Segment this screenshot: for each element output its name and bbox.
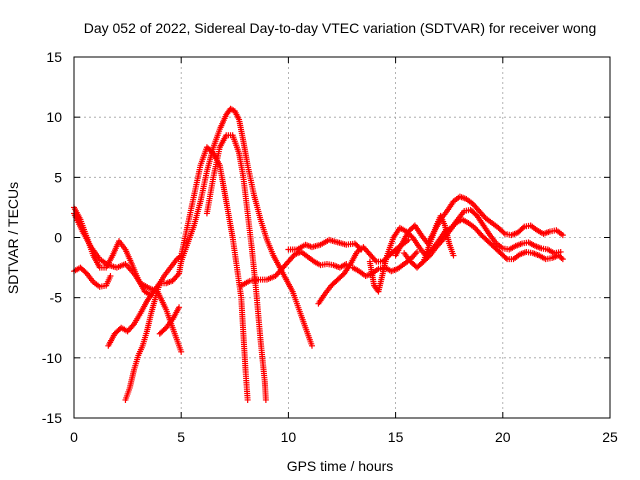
x-tick-label: 15 — [388, 429, 404, 445]
data-point — [176, 304, 183, 311]
data-point — [244, 396, 251, 403]
data-point — [559, 256, 566, 263]
x-tick-label: 0 — [70, 429, 78, 445]
series-arc-2 — [71, 264, 114, 290]
x-tick-label: 10 — [281, 429, 297, 445]
x-axis-label: GPS time / hours — [287, 458, 394, 474]
x-tick-label: 20 — [495, 429, 511, 445]
data-point — [502, 254, 509, 261]
data-point — [519, 224, 526, 231]
series-arc-11 — [285, 236, 365, 253]
y-tick-label: -10 — [42, 350, 62, 366]
chart-title: Day 052 of 2022, Sidereal Day-to-day VTE… — [84, 20, 597, 36]
y-axis-label: SDTVAR / TECUs — [5, 182, 21, 294]
x-tick-label: 5 — [177, 429, 185, 445]
series-arc-9 — [203, 132, 269, 403]
data-point — [559, 232, 566, 239]
data-point — [107, 273, 114, 280]
y-tick-label: 5 — [54, 169, 62, 185]
y-tick-label: 15 — [46, 49, 62, 65]
y-tick-label: 0 — [54, 230, 62, 246]
data-point — [500, 229, 507, 236]
series-arc-6 — [156, 304, 183, 337]
data-point — [557, 248, 564, 255]
x-tick-label: 25 — [602, 429, 618, 445]
data-point — [450, 252, 457, 259]
data-point — [262, 396, 269, 403]
y-tick-label: 10 — [46, 109, 62, 125]
series-arc-8 — [178, 144, 251, 403]
y-tick-label: -5 — [50, 290, 63, 306]
series-arc-17 — [420, 212, 457, 265]
data-point — [414, 248, 421, 255]
axes: 0 5 10 15 20 25 -15 -10 -5 0 5 10 15 — [42, 49, 618, 445]
data-point — [178, 348, 185, 355]
series-arc-10 — [238, 248, 350, 289]
y-tick-label: -15 — [42, 410, 62, 426]
data-series — [71, 105, 566, 403]
series-arc-5 — [122, 252, 185, 403]
data-point — [308, 342, 315, 349]
